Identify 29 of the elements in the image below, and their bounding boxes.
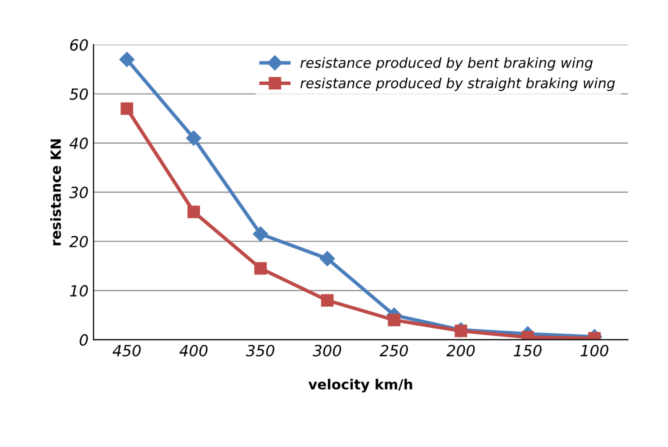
y-tick-label: 50 (70, 88, 88, 100)
y-axis-title: resistance KN (50, 139, 61, 246)
point (454, 324, 468, 338)
y-tick-label: 60 (70, 39, 88, 51)
legend-label: resistance produced by straight braking wing (300, 78, 615, 92)
point (320, 251, 335, 266)
point (254, 262, 267, 275)
point (388, 314, 400, 326)
x-tick-label: 350 (246, 344, 274, 356)
x-tick-label: 400 (179, 344, 208, 356)
legend-label: resistance produced by bent braking wing (300, 57, 593, 71)
y-tick-label: 30 (69, 186, 88, 198)
x-tick-label: 100 (580, 344, 608, 356)
x-tick-label: 450 (112, 344, 141, 356)
point (186, 130, 202, 146)
point (252, 226, 268, 242)
y-tick-label: 0 (80, 334, 88, 346)
x-tick-label: 200 (446, 344, 475, 356)
y-tick-label: 10 (70, 285, 88, 297)
point (187, 206, 200, 218)
point (119, 52, 134, 68)
x-tick-label: 150 (514, 344, 542, 356)
x-axis-title: velocity km/h (308, 378, 412, 392)
x-tick-label: 300 (312, 344, 342, 356)
point (321, 294, 334, 307)
point (120, 102, 134, 115)
x-tick-label: 250 (380, 344, 408, 356)
y-tick-label: 40 (69, 138, 88, 150)
y-tick-label: 20 (69, 236, 88, 248)
